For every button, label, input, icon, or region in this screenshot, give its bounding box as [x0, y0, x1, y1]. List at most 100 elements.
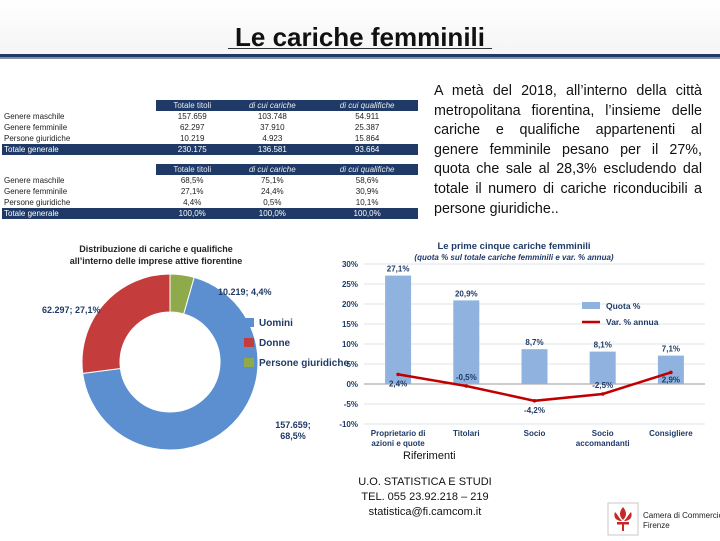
y-tick-label: 5% [346, 360, 358, 369]
bar-data-label: 8,1% [594, 341, 612, 350]
cell: 4,4% [156, 197, 229, 208]
table-row: Genere femminile 62.297 37.910 25.387 [2, 122, 418, 133]
legend-label: Var. % annua [606, 317, 659, 327]
y-tick-label: -10% [339, 420, 358, 429]
line-data-label: -4,2% [524, 406, 545, 415]
x-category-label: Consigliere [649, 429, 693, 438]
y-tick-label: -5% [344, 400, 358, 409]
cell: 75,1% [228, 175, 317, 186]
line-data-label: 2,4% [389, 379, 407, 388]
page-title: Le cariche femminili [235, 22, 485, 52]
x-category-label: azioni e quote [371, 439, 425, 448]
table-total-row: Totale generale 230.175 136.581 93.664 [2, 144, 418, 155]
table-counts: Totale titoli di cui cariche di cui qual… [2, 100, 418, 155]
table-header: di cui cariche [228, 164, 317, 175]
legend-swatch [244, 358, 254, 367]
row-label: Genere maschile [2, 111, 156, 122]
line-point [464, 384, 469, 388]
table-row: Genere maschile 68,5% 75,1% 58,6% [2, 175, 418, 186]
table-total-row: Totale generale 100,0% 100,0% 100,0% [2, 208, 418, 219]
pie-label-uomini-pct: 68,5% [280, 431, 306, 441]
table-header-empty [2, 100, 156, 111]
legend-swatch [582, 302, 600, 309]
cell: 100,0% [316, 208, 418, 219]
pie-title-line2: all’interno delle imprese attive fiorent… [70, 256, 243, 266]
contact-block: U.O. STATISTICA E STUDI TEL. 055 23.92.2… [330, 475, 520, 520]
bar-quota [657, 355, 684, 384]
logo-line2: Firenze [643, 521, 670, 530]
table-header: di cui qualifiche [316, 164, 418, 175]
x-category-label: Proprietario di [371, 429, 426, 438]
title-underline [228, 48, 492, 49]
row-label: Genere maschile [2, 175, 156, 186]
header-rule-secondary [0, 57, 720, 59]
cell: 58,6% [316, 175, 418, 186]
bar-quota [453, 300, 480, 384]
slice-donne [81, 273, 171, 374]
contact-email[interactable]: statistica@fi.camcom.it [368, 506, 482, 518]
doughnut-chart: Distribuzione di cariche e qualifiche al… [42, 244, 349, 451]
x-category-label: accomandanti [576, 439, 630, 448]
cell: 10.219 [156, 133, 229, 144]
bar-quota [589, 351, 616, 384]
line-data-label: -0,5% [456, 373, 477, 382]
table-header: di cui cariche [228, 100, 317, 111]
row-label: Persone giuridiche [2, 197, 156, 208]
y-tick-label: 30% [342, 260, 358, 269]
table-header: di cui qualifiche [316, 100, 418, 111]
line-point [600, 392, 605, 396]
line-point [532, 399, 537, 403]
row-label: Genere femminile [2, 186, 156, 197]
cell: 100,0% [156, 208, 229, 219]
bar-quota [521, 349, 548, 384]
summary-paragraph: A metà del 2018, all’interno della città… [434, 83, 702, 217]
legend-label: Donne [259, 338, 291, 349]
cell: 24,4% [228, 186, 317, 197]
chamber-logo: Camera di Commercio Firenze [607, 502, 720, 538]
line-data-label: -2,5% [592, 381, 613, 390]
bar-data-label: 27,1% [387, 265, 410, 274]
cell: 25.387 [316, 122, 418, 133]
cell: 54.911 [316, 111, 418, 122]
line-point [396, 372, 400, 377]
cell: 103.748 [228, 111, 317, 122]
legend-label: Persone giuridiche [259, 358, 349, 369]
contact-unit: U.O. STATISTICA E STUDI [358, 476, 492, 488]
cell: 100,0% [228, 208, 317, 219]
y-tick-label: 15% [342, 320, 358, 329]
bar-data-label: 7,1% [662, 345, 680, 354]
line-data-label: 2,9% [662, 375, 680, 384]
pie-label-donne: 62.297; 27,1% [42, 305, 101, 315]
table-header-empty [2, 164, 156, 175]
logo-line1: Camera di Commercio [643, 511, 720, 520]
table-row: Genere maschile 157.659 103.748 54.911 [2, 111, 418, 122]
cell: 230.175 [156, 144, 229, 155]
y-tick-label: 10% [342, 340, 358, 349]
bar-chart-subtitle: (quota % sul totale cariche femminili e … [414, 253, 614, 262]
bar-data-label: 8,7% [525, 338, 543, 347]
cell: 93.664 [316, 144, 418, 155]
table-row: Persone giuridiche 4,4% 0,5% 10,1% [2, 197, 418, 208]
y-tick-label: 25% [342, 280, 358, 289]
logo-text: Camera di Commercio Firenze [643, 511, 720, 531]
pie-title-line1: Distribuzione di cariche e qualifiche [79, 244, 233, 254]
table-header: Totale titoli [156, 164, 229, 175]
table-percent: Totale titoli di cui cariche di cui qual… [2, 164, 418, 219]
y-tick-label: 20% [342, 300, 358, 309]
cell: 27,1% [156, 186, 229, 197]
bar-line-chart: Le prime cinque cariche femminili (quota… [339, 241, 705, 448]
table-header: Totale titoli [156, 100, 229, 111]
cell: 37.910 [228, 122, 317, 133]
cell: 68,5% [156, 175, 229, 186]
cell: 10,1% [316, 197, 418, 208]
table-row: Genere femminile 27,1% 24,4% 30,9% [2, 186, 418, 197]
cell: 15.864 [316, 133, 418, 144]
cell: 62.297 [156, 122, 229, 133]
pie-label-persone-giuridiche: 10.219; 4,4% [218, 287, 272, 297]
bar-data-label: 20,9% [455, 289, 478, 298]
legend-label: Quota % [606, 301, 641, 311]
row-label: Totale generale [2, 144, 156, 155]
y-tick-label: 0% [346, 380, 358, 389]
x-category-label: Socio [524, 429, 546, 438]
bar-quota [385, 275, 412, 384]
